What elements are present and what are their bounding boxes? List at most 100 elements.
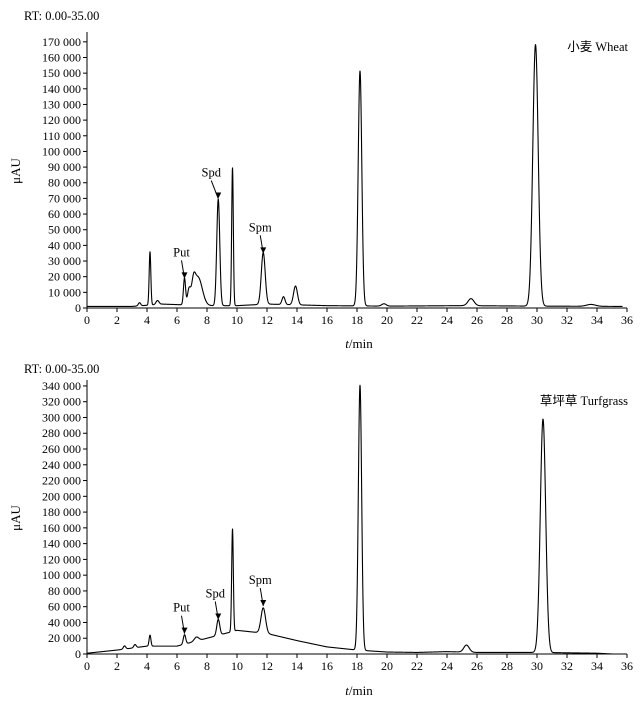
x-tick-label: 14 [291, 313, 303, 327]
y-tick-label: 160 000 [42, 521, 81, 535]
peak-label-put: Put [173, 245, 190, 259]
chart-title: RT: 0.00-35.00 [24, 9, 99, 23]
x-tick-label: 32 [561, 313, 573, 327]
y-tick-label: 80 000 [48, 584, 81, 598]
y-tick-label: 100 000 [42, 568, 81, 582]
y-tick-label: 60 000 [48, 600, 81, 614]
y-tick-label: 40 000 [48, 615, 81, 629]
y-tick-label: 10 000 [48, 285, 81, 299]
x-axis-label-unit: /min [349, 683, 373, 698]
y-tick-label: 20 000 [48, 270, 81, 284]
y-tick-label: 30 000 [48, 254, 81, 268]
chromatogram-trace [86, 44, 623, 307]
chart-title: RT: 0.00-35.00 [24, 362, 99, 376]
x-tick-label: 32 [561, 659, 573, 673]
y-tick-label: 0 [75, 301, 81, 315]
x-tick-label: 18 [351, 313, 363, 327]
x-tick-label: 28 [501, 659, 513, 673]
y-tick-label: 60 000 [48, 207, 81, 221]
x-tick-label: 2 [114, 313, 120, 327]
x-tick-label: 12 [261, 313, 273, 327]
x-tick-label: 22 [411, 313, 423, 327]
x-tick-label: 14 [291, 659, 303, 673]
y-tick-label: 120 000 [42, 552, 81, 566]
x-tick-label: 0 [84, 313, 90, 327]
peak-arrow-head [260, 600, 267, 607]
x-tick-label: 8 [204, 313, 210, 327]
x-tick-label: 8 [204, 659, 210, 673]
peak-arrow-head [181, 272, 188, 279]
y-tick-label: 80 000 [48, 176, 81, 190]
y-tick-label: 260 000 [42, 442, 81, 456]
x-axis-label-symbol: t [345, 683, 349, 698]
y-tick-label: 50 000 [48, 223, 81, 237]
peak-arrow-head [215, 613, 222, 620]
x-tick-label: 20 [381, 313, 393, 327]
x-tick-label: 16 [321, 313, 333, 327]
x-tick-label: 10 [231, 659, 243, 673]
y-tick-label: 140 000 [42, 537, 81, 551]
y-tick-label: 180 000 [42, 505, 81, 519]
x-tick-label: 30 [531, 313, 543, 327]
x-tick-label: 26 [471, 659, 483, 673]
peak-label-spm: Spm [249, 573, 272, 587]
y-tick-label: 70 000 [48, 191, 81, 205]
peak-label-put: Put [173, 601, 190, 615]
chromatogram-trace [86, 384, 613, 655]
x-tick-label: 34 [591, 659, 603, 673]
x-tick-label: 30 [531, 659, 543, 673]
y-tick-label: 20 000 [48, 631, 81, 645]
peak-label-spd: Spd [202, 166, 222, 180]
x-tick-label: 0 [84, 659, 90, 673]
x-tick-label: 36 [621, 313, 633, 327]
sample-legend: 草坪草 Turfgrass [540, 394, 628, 408]
x-tick-label: 18 [351, 659, 363, 673]
x-tick-label: 12 [261, 659, 273, 673]
y-tick-label: 150 000 [42, 66, 81, 80]
y-tick-label: 200 000 [42, 489, 81, 503]
x-tick-label: 6 [174, 313, 180, 327]
peak-arrow-head [260, 247, 267, 254]
x-tick-label: 24 [441, 659, 453, 673]
y-tick-label: 140 000 [42, 82, 81, 96]
x-tick-label: 36 [621, 659, 633, 673]
peak-label-spm: Spm [249, 220, 272, 234]
x-axis-label: t/min [345, 683, 373, 698]
x-tick-label: 4 [144, 313, 150, 327]
y-axis-label: μAU [8, 158, 23, 184]
x-tick-label: 28 [501, 313, 513, 327]
y-tick-label: 0 [75, 647, 81, 661]
y-tick-label: 130 000 [42, 97, 81, 111]
x-tick-label: 34 [591, 313, 603, 327]
y-tick-label: 280 000 [42, 426, 81, 440]
y-tick-label: 110 000 [42, 129, 81, 143]
x-tick-label: 26 [471, 313, 483, 327]
peak-arrow-head [215, 192, 222, 199]
x-axis-label-symbol: t [345, 336, 349, 351]
x-tick-label: 6 [174, 659, 180, 673]
peak-arrow-head [181, 627, 188, 634]
x-tick-label: 22 [411, 659, 423, 673]
x-axis-label-unit: /min [349, 336, 373, 351]
y-tick-label: 320 000 [42, 395, 81, 409]
x-tick-label: 10 [231, 313, 243, 327]
y-tick-label: 220 000 [42, 474, 81, 488]
x-tick-label: 2 [114, 659, 120, 673]
y-tick-label: 120 000 [42, 113, 81, 127]
y-tick-label: 100 000 [42, 144, 81, 158]
y-tick-label: 240 000 [42, 458, 81, 472]
y-tick-label: 170 000 [42, 35, 81, 49]
x-tick-label: 24 [441, 313, 453, 327]
x-axis-label: t/min [345, 336, 373, 351]
y-tick-label: 340 000 [42, 379, 81, 393]
peak-label-spd: Spd [206, 586, 226, 600]
y-tick-label: 40 000 [48, 238, 81, 252]
y-axis-label: μAU [8, 505, 23, 531]
x-tick-label: 4 [144, 659, 150, 673]
x-tick-label: 20 [381, 659, 393, 673]
y-tick-label: 160 000 [42, 50, 81, 64]
sample-legend: 小麦 Wheat [567, 40, 628, 54]
